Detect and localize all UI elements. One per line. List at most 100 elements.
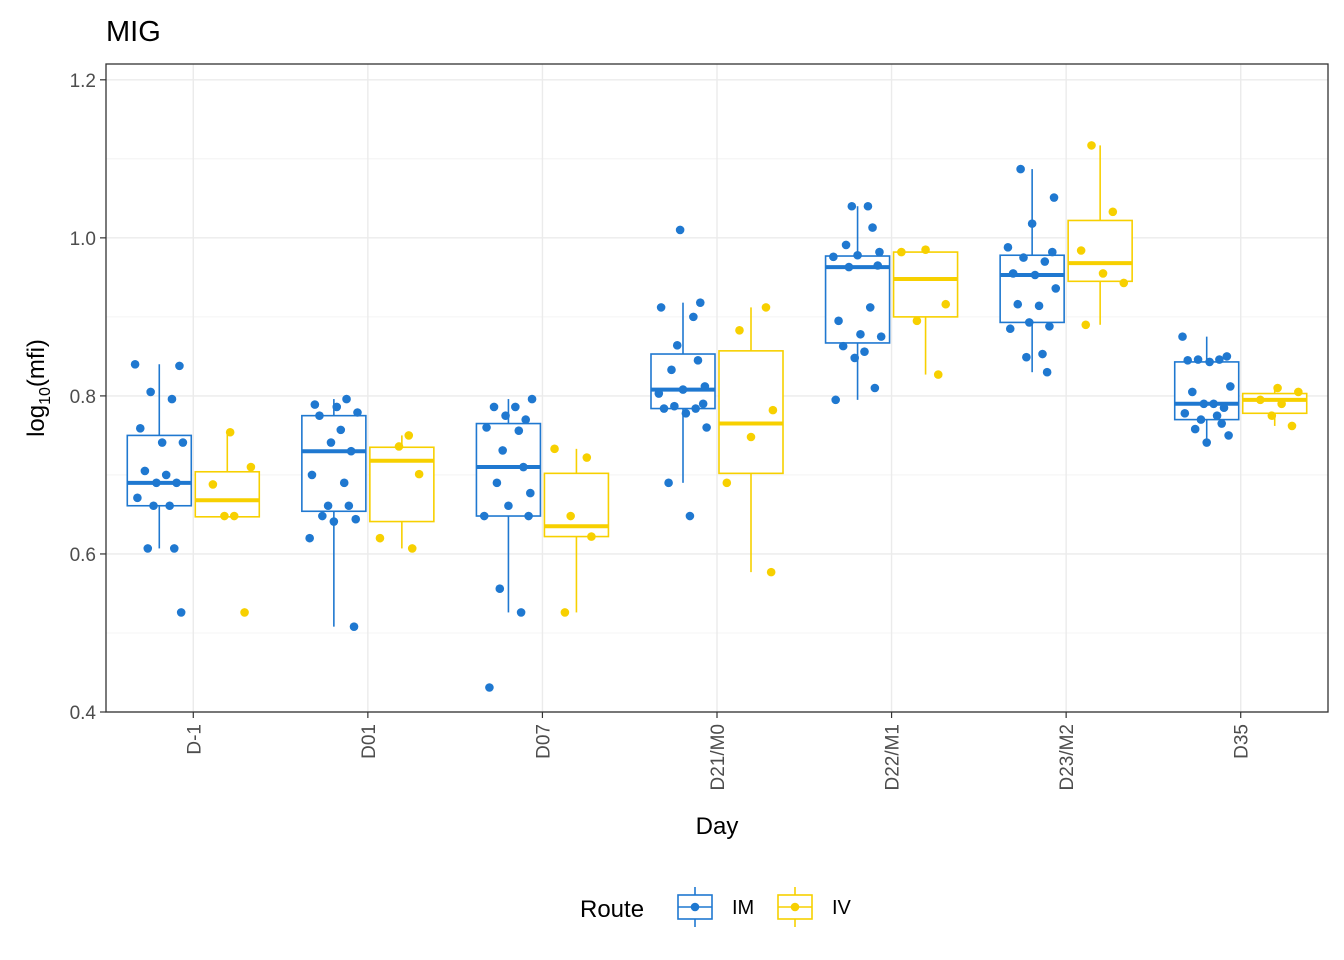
data-point-IM [349, 622, 359, 631]
data-point-IV [1273, 383, 1282, 393]
data-point-IM [860, 347, 869, 356]
data-point-IM [310, 400, 320, 409]
data-point-IM [1190, 424, 1200, 434]
data-point-IM [863, 201, 873, 211]
data-point-IM [344, 501, 354, 511]
data-point-IM [698, 399, 708, 409]
data-point-IM [527, 394, 537, 404]
data-point-IM [143, 544, 153, 553]
legend-key-IM: IM [677, 887, 754, 927]
data-point-IV [1277, 399, 1286, 409]
data-point-IV [407, 544, 417, 553]
y-tick-label: 1.2 [70, 71, 96, 92]
data-point-IV [768, 405, 778, 415]
data-point-IV [933, 370, 943, 379]
legend-label-IV: IV [832, 897, 852, 919]
point-layer [130, 141, 1303, 692]
data-point-IM [667, 365, 676, 375]
data-point-IV [550, 444, 559, 454]
data-point-IM [1030, 270, 1040, 280]
data-point-IV [761, 303, 771, 312]
data-point-IM [307, 470, 317, 480]
data-point-IM [501, 411, 510, 420]
data-point-IV [1287, 421, 1297, 431]
data-point-IM [135, 424, 145, 433]
data-point-IV [414, 469, 424, 479]
y-axis: 0.4 0.6 0.8 1.0 1.2 [70, 71, 106, 724]
data-point-IM [318, 511, 327, 521]
data-point-IM [1045, 322, 1054, 331]
data-point-IM [1016, 164, 1025, 174]
grid-layer [106, 64, 1328, 713]
data-point-IM [514, 426, 524, 435]
data-point-IM [700, 382, 710, 391]
data-point-IM [305, 533, 314, 543]
y-axis-title: log10(mfi) [23, 339, 54, 437]
data-point-IM [339, 478, 349, 488]
data-point-IM [1048, 247, 1057, 257]
data-point-IM [829, 252, 838, 262]
data-point-IM [146, 387, 155, 397]
data-point-IM [844, 262, 854, 272]
y-tick-label: 0.4 [70, 703, 97, 724]
data-point-IM [1003, 243, 1013, 252]
data-point-IV [1294, 387, 1303, 397]
y-tick-label: 0.8 [70, 387, 96, 408]
data-point-IM [336, 425, 346, 435]
data-point-IM [693, 356, 703, 365]
data-point-IV [566, 511, 575, 521]
data-point-IM [1019, 253, 1028, 262]
data-point-IM [167, 394, 177, 404]
data-point-IV [1081, 320, 1091, 330]
x-axis: D-1 D01 D07 D21/M0 D22/M1 D23/M2 D35 [184, 712, 1253, 791]
data-point-IM [1202, 438, 1212, 447]
data-point-IM [1180, 408, 1190, 418]
data-point-IM [1205, 357, 1214, 367]
data-point-IM [695, 298, 705, 307]
data-point-IV [766, 567, 776, 577]
box-IV-D-1 [194, 432, 261, 518]
data-point-IM [681, 408, 691, 418]
box-IV-D07 [543, 448, 610, 613]
y-axis-title-rest: (mfi) [23, 339, 50, 387]
data-point-IV [560, 608, 570, 617]
data-point-IM [521, 415, 531, 424]
data-point-IM [659, 404, 669, 413]
data-point-IM [875, 247, 884, 257]
legend-label-IM: IM [732, 897, 754, 919]
y-tick-label: 0.6 [70, 545, 96, 566]
data-point-IM [482, 423, 491, 432]
data-point-IM [351, 514, 361, 524]
data-point-IM [489, 402, 499, 412]
data-point-IM [868, 223, 877, 232]
data-point-IM [1040, 257, 1050, 266]
data-point-IM [342, 394, 351, 404]
data-point-IM [656, 303, 666, 312]
x-axis-title: Day [696, 813, 739, 840]
x-tick-label: D23/M2 [1057, 724, 1078, 791]
x-tick-label: D35 [1232, 724, 1253, 759]
data-point-IM [165, 501, 174, 511]
data-point-IM [1193, 355, 1203, 364]
data-point-IM [157, 438, 167, 447]
legend: Route IM IV [580, 887, 852, 927]
data-point-IM [691, 404, 700, 413]
x-tick-label: D22/M1 [883, 724, 904, 791]
data-point-IV [1098, 269, 1108, 278]
data-point-IM [1215, 355, 1224, 364]
data-point-IM [492, 478, 502, 488]
data-point-IV [735, 326, 744, 335]
data-point-IM [1008, 269, 1018, 278]
data-point-IM [149, 501, 158, 511]
box-IV-D23/M2 [1067, 145, 1133, 325]
data-point-IM [524, 511, 533, 521]
data-point-IM [1022, 352, 1031, 362]
data-point-IM [1005, 324, 1015, 334]
data-point-IM [130, 359, 140, 369]
data-point-IM [1038, 349, 1047, 359]
data-point-IM [495, 584, 505, 594]
data-point-IM [1222, 352, 1232, 361]
data-point-IV [582, 453, 592, 462]
data-point-IM [876, 332, 886, 341]
